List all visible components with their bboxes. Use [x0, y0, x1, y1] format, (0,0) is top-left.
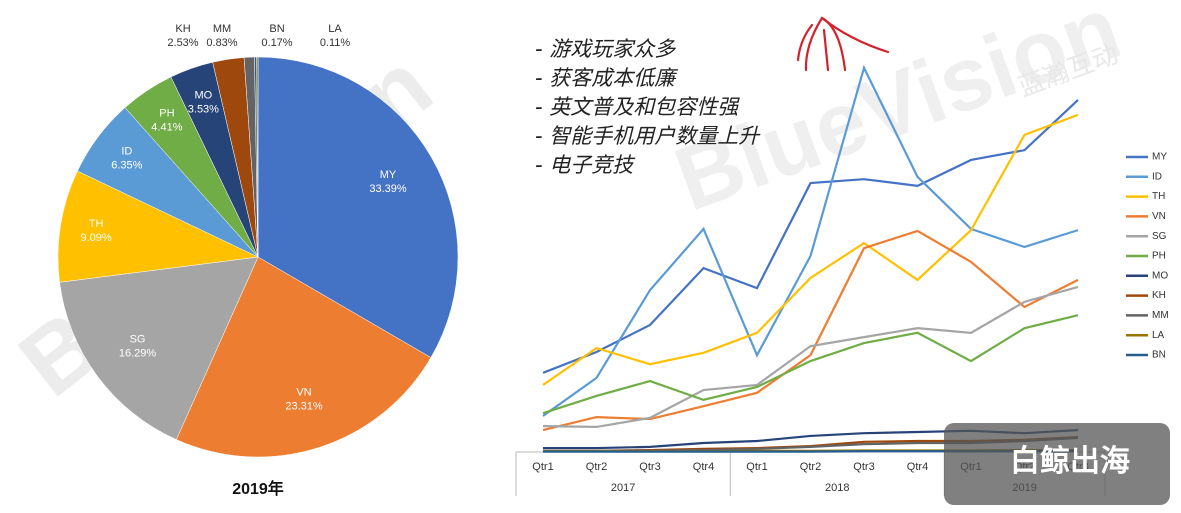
- line-series: [542, 64, 1079, 417]
- group-label: 2018: [825, 482, 849, 494]
- legend-label: VN: [1152, 211, 1166, 222]
- pie-slice: [256, 56, 259, 258]
- slice-label: MO: [195, 89, 213, 101]
- legend-label: MM: [1152, 310, 1169, 321]
- line-series: [542, 113, 1079, 386]
- slice-value: 0.11%: [320, 37, 351, 49]
- slice-label: MM: [213, 23, 231, 35]
- pie-chart: MY 33.39% VN 23.31% SG 16.29% TH 9.09% ID 6.35% PH…: [57, 23, 459, 458]
- slice-label: MY: [380, 169, 397, 181]
- slice-value: 0.17%: [261, 37, 292, 49]
- hand-arrow: [796, 16, 890, 72]
- pie-slice: [59, 256, 259, 440]
- badge-text: 白鲸出海: [1010, 444, 1130, 478]
- slice-value: 23.31%: [285, 401, 323, 413]
- pie-slice: [176, 256, 432, 458]
- line-series: [542, 285, 1079, 429]
- slice-value: 2.53%: [167, 37, 198, 49]
- pie-slice: [257, 56, 459, 358]
- annotation: - 电子竞技: [535, 153, 636, 177]
- slice-label: BN: [269, 23, 284, 35]
- slice-value: 4.41%: [151, 122, 182, 134]
- annotation: - 游戏玩家众多: [535, 37, 676, 61]
- chart-title: 2019年: [232, 479, 284, 498]
- annotation: - 获客成本低廉: [535, 66, 678, 90]
- legend-label: MY: [1152, 152, 1167, 163]
- legend-label: KH: [1152, 290, 1166, 301]
- x-tick-label: Qtr4: [907, 461, 928, 473]
- annotation: - 英文普及和包容性强: [535, 95, 740, 119]
- slice-label: LA: [328, 23, 342, 35]
- legend-label: SG: [1152, 231, 1167, 242]
- legend-label: BN: [1152, 350, 1166, 361]
- annotation: - 智能手机用户数量上升: [535, 124, 761, 148]
- legend-label: ID: [1152, 171, 1162, 182]
- line-chart: Qtr1 Qtr2 Qtr3 Qtr4 2017 Qtr1 Qtr2 Qtr3 Qtr4 2018…: [515, 37, 1169, 496]
- legend-label: MO: [1152, 270, 1168, 281]
- x-tick-label: Qtr1: [746, 461, 767, 473]
- group-label: 2017: [611, 482, 635, 494]
- x-tick-label: Qtr1: [532, 461, 553, 473]
- x-tick-label: Qtr3: [639, 461, 660, 473]
- legend-label: LA: [1152, 330, 1165, 341]
- slice-value: 0.83%: [206, 37, 237, 49]
- line-series: [542, 229, 1079, 432]
- slice-label: PH: [159, 108, 174, 120]
- x-tick-label: Qtr3: [853, 461, 874, 473]
- x-tick-label: Qtr2: [800, 461, 821, 473]
- slice-value: 3.53%: [188, 103, 219, 115]
- slice-value: 16.29%: [119, 347, 157, 359]
- x-tick-label: Qtr2: [586, 461, 607, 473]
- slice-label: KH: [175, 23, 190, 35]
- slice-value: 6.35%: [111, 159, 142, 171]
- slice-label: TH: [89, 218, 104, 230]
- slice-label: VN: [296, 387, 311, 399]
- legend-label: TH: [1152, 191, 1165, 202]
- slice-label: ID: [121, 145, 132, 157]
- slice-label: SG: [130, 333, 146, 345]
- slice-value: 33.39%: [369, 183, 407, 195]
- line-series: [542, 99, 1079, 374]
- line-series: [542, 314, 1079, 415]
- slice-value: 9.09%: [80, 232, 111, 244]
- legend-label: PH: [1152, 251, 1166, 262]
- pie-slice: [57, 170, 259, 283]
- badge: 白鲸出海: [944, 423, 1170, 505]
- x-tick-label: Qtr4: [693, 461, 714, 473]
